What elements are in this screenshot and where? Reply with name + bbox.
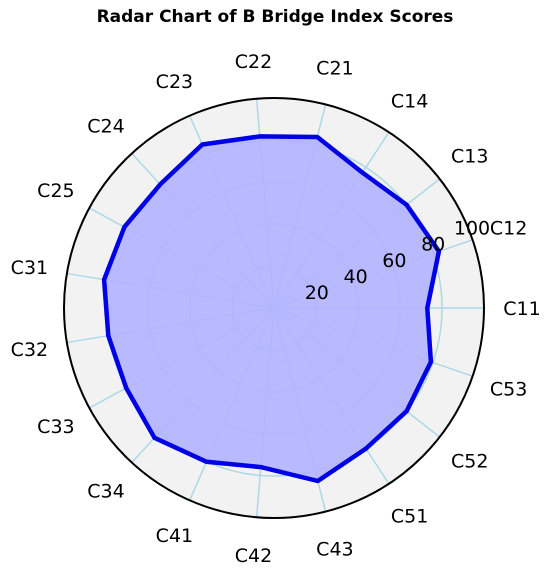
- category-label: C23: [156, 71, 193, 93]
- category-label: C52: [451, 450, 488, 472]
- category-label: C24: [87, 116, 124, 138]
- series-area: [101, 134, 442, 484]
- radial-tick-label: 40: [344, 266, 368, 288]
- radial-tick-label: 80: [421, 234, 445, 256]
- category-label: C33: [37, 416, 74, 438]
- category-label: C51: [391, 506, 428, 528]
- category-label: C22: [235, 51, 272, 73]
- category-label: C21: [316, 58, 353, 80]
- category-label: C53: [490, 379, 527, 401]
- radial-tick-label: 60: [382, 250, 406, 272]
- category-label: C42: [235, 545, 272, 567]
- category-label: C43: [316, 538, 353, 560]
- category-label: C31: [11, 257, 48, 279]
- category-label: C25: [37, 180, 74, 202]
- radial-tick-label: 20: [305, 282, 329, 304]
- category-label: C11: [503, 298, 540, 320]
- radial-tick-labels: 20 40 60 80 100: [305, 218, 490, 304]
- category-label: C32: [11, 339, 48, 361]
- radial-tick-label: 100: [454, 218, 490, 240]
- category-label: C13: [451, 146, 488, 168]
- chart-title: Radar Chart of B Bridge Index Scores: [97, 7, 454, 27]
- series-layer: [101, 134, 442, 484]
- category-labels: C11 C12 C13 C14 C21 C22 C23 C24 C25 C31 C32 C33 C34 C…: [11, 51, 541, 567]
- category-label: C34: [87, 481, 124, 503]
- category-label: C41: [156, 525, 193, 547]
- plot-frame: [63, 97, 485, 519]
- category-label: C12: [490, 218, 527, 240]
- category-label: C14: [391, 90, 428, 112]
